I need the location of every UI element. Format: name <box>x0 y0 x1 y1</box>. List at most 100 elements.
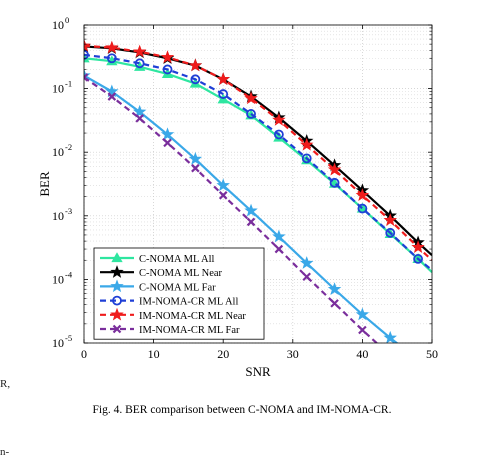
series-im-noma-cr-ml-far <box>84 73 422 382</box>
y-tick-label: 10 <box>52 209 64 223</box>
marker-x <box>163 138 172 148</box>
marker-circle <box>218 89 229 99</box>
marker-triangle <box>111 252 123 263</box>
marker-star <box>383 330 397 343</box>
marker-x <box>302 272 311 282</box>
marker-star <box>272 229 286 243</box>
marker-circle <box>106 53 117 64</box>
x-tick-label: 20 <box>217 347 229 361</box>
marker-star <box>327 162 342 176</box>
series-line <box>84 76 379 343</box>
legend-box <box>93 247 265 340</box>
marker-star <box>160 50 175 64</box>
marker-x <box>387 352 394 359</box>
marker-circle <box>357 203 368 214</box>
marker-x <box>84 73 89 82</box>
legend-label: IM-NOMA-CR ML All <box>139 297 238 308</box>
series-im-noma-cr-ml-all <box>84 49 432 271</box>
marker-star <box>188 58 203 72</box>
marker-circle <box>84 49 89 60</box>
marker-star <box>132 104 147 118</box>
legend-item: IM-NOMA-CR ML Near <box>100 307 246 322</box>
marker-star <box>188 152 203 165</box>
legend-item: IM-NOMA-CR ML Far <box>100 324 240 336</box>
marker-star <box>110 279 124 293</box>
marker-circle <box>301 153 312 164</box>
series-line <box>84 57 432 273</box>
legend-label: C-NOMA ML Near <box>139 268 223 279</box>
legend-label: IM-NOMA-CR ML Far <box>139 325 240 336</box>
y-tick-exponent: 0 <box>65 15 69 25</box>
marker-circle <box>134 58 145 69</box>
legend-item: IM-NOMA-CR ML All <box>100 295 238 308</box>
marker-star <box>300 256 314 269</box>
marker-circle <box>385 227 396 238</box>
marker-circle <box>329 177 340 188</box>
y-tick-exponent: -4 <box>65 269 73 279</box>
marker-star <box>216 72 230 86</box>
marker-circle <box>413 254 423 264</box>
marker-x <box>330 299 339 308</box>
marker-star <box>411 240 425 253</box>
x-axis: 0 10 20 30 40 50 <box>81 25 438 361</box>
marker-star <box>412 353 424 364</box>
y-tick-exponent: -2 <box>65 142 72 152</box>
legend-label: IM-NOMA-CR ML Near <box>139 311 246 322</box>
figure-caption: Fig. 4. BER comparison between C-NOMA an… <box>92 404 392 416</box>
marker-star <box>244 91 258 105</box>
series-c-noma-ml-all <box>84 52 432 273</box>
series-line <box>84 74 399 343</box>
y-tick-label: 10 <box>52 272 64 286</box>
marker-star <box>216 178 230 192</box>
y-tick-label: 10 <box>52 18 64 32</box>
y-tick-label: 10 <box>52 82 64 96</box>
marker-circle <box>162 64 173 75</box>
marker-star <box>132 44 147 58</box>
marker-star <box>84 38 91 52</box>
marker-x <box>218 191 228 200</box>
marker-circle <box>190 74 201 85</box>
marker-star <box>300 137 314 151</box>
margin-text-fragment: n- <box>0 446 10 458</box>
legend-label: C-NOMA ML Far <box>139 282 216 293</box>
marker-star <box>244 203 258 217</box>
marker-star <box>383 213 397 226</box>
x-tick-label: 10 <box>148 347 160 361</box>
y-tick-label: 10 <box>52 336 64 350</box>
marker-x <box>274 244 284 254</box>
marker-x <box>107 92 117 101</box>
series-group <box>84 38 432 382</box>
series-im-noma-cr-ml-near <box>84 38 432 262</box>
y-tick-exponent: -3 <box>65 206 72 216</box>
marker-circle <box>112 295 122 306</box>
marker-star <box>160 127 175 141</box>
marker-star <box>105 84 119 98</box>
y-axis-label: BER <box>37 171 52 197</box>
series-c-noma-ml-far <box>84 68 424 364</box>
marker-x <box>415 375 422 382</box>
y-tick-exponent: -1 <box>65 79 72 89</box>
marker-star <box>272 113 286 126</box>
marker-x <box>246 217 256 227</box>
x-tick-label: 30 <box>287 347 299 361</box>
marker-star <box>105 40 119 54</box>
y-tick-label: 10 <box>52 145 64 159</box>
marker-circle <box>273 129 284 140</box>
x-axis-label: SNR <box>245 364 271 379</box>
marker-star <box>327 282 342 295</box>
marker-x <box>112 324 122 334</box>
y-tick-exponent: -5 <box>65 333 72 343</box>
legend-item: C-NOMA ML Far <box>100 279 216 293</box>
series-line <box>84 44 432 262</box>
marker-star <box>110 265 124 278</box>
marker-star <box>355 307 370 321</box>
legend-item: C-NOMA ML All <box>100 252 215 265</box>
x-tick-label: 50 <box>426 347 438 361</box>
axes-box <box>83 24 433 344</box>
marker-star <box>110 307 124 321</box>
marker-x <box>135 114 144 123</box>
marker-x <box>191 163 200 173</box>
legend-label: C-NOMA ML All <box>139 254 215 265</box>
x-tick-label: 40 <box>356 347 368 361</box>
